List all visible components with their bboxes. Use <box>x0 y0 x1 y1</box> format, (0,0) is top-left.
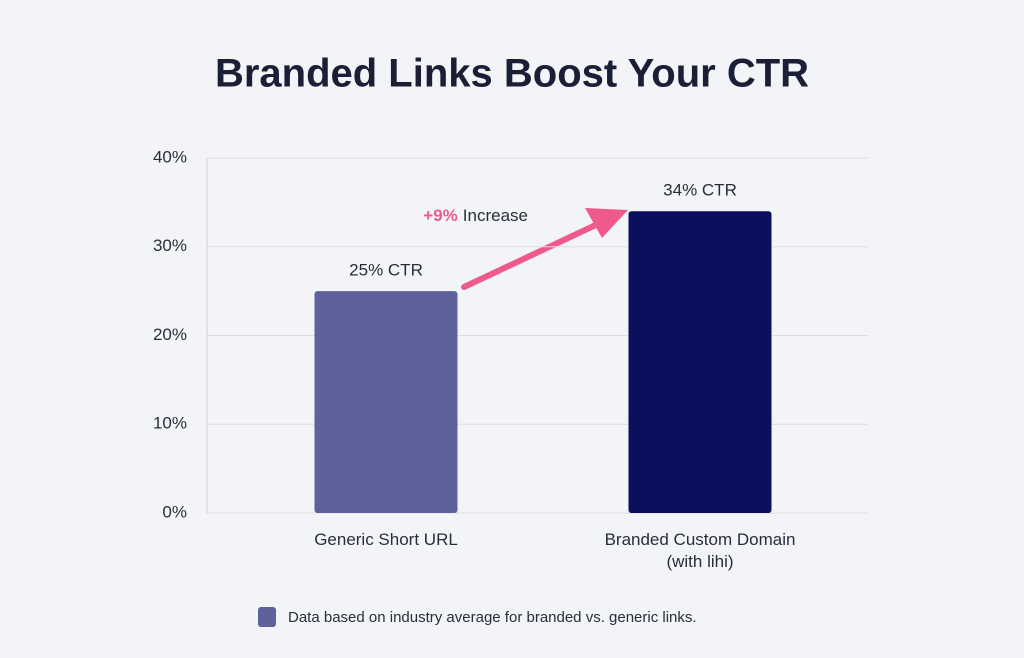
arrow-head <box>585 208 628 238</box>
footnote: Data based on industry average for brand… <box>288 609 697 626</box>
chart-title: Branded Links Boost Your CTR <box>215 52 809 96</box>
y-tick-label: 20% <box>153 325 187 344</box>
y-tick-label: 30% <box>153 236 187 255</box>
y-tick-label: 40% <box>153 147 187 166</box>
arrow-shaft <box>461 220 603 290</box>
annotation-highlight: +9% <box>423 206 458 225</box>
annotation-text: Increase <box>463 206 528 225</box>
value-label: 34% CTR <box>663 181 737 200</box>
value-label: 25% CTR <box>349 261 423 280</box>
footnote-swatch <box>258 607 276 627</box>
bar <box>314 291 458 513</box>
y-tick-label: 10% <box>153 414 187 433</box>
x-tick-label: Branded Custom Domain (with lihi) <box>604 530 796 571</box>
y-tick-label: 0% <box>162 502 187 521</box>
arrow <box>461 208 628 290</box>
annotation: +9% Increase <box>423 206 528 225</box>
x-tick-label: Generic Short URL <box>314 530 458 549</box>
bar <box>628 211 772 513</box>
